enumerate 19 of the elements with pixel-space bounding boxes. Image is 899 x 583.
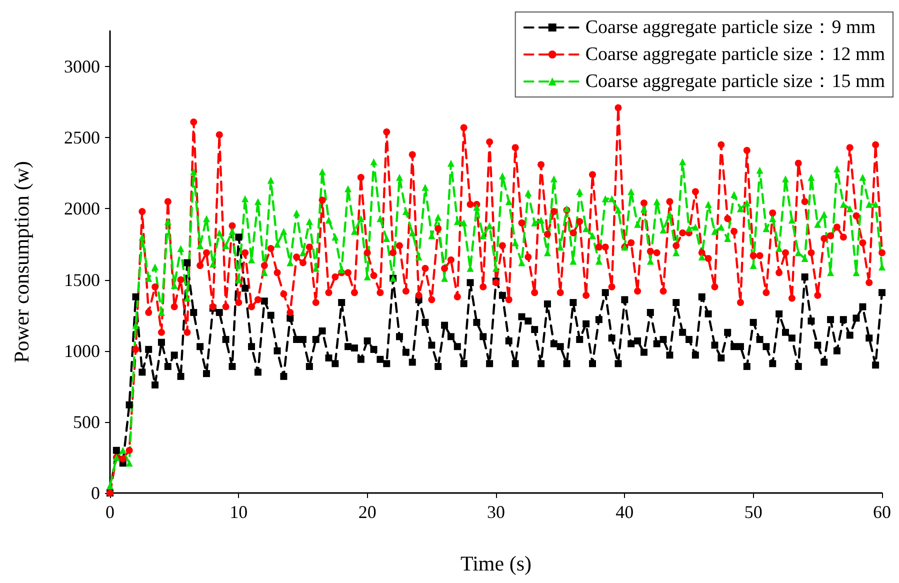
legend-label: Coarse aggregate particle size：9 mm (585, 17, 876, 38)
x-tick-label: 50 (744, 502, 762, 522)
x-tick-label: 10 (230, 502, 248, 522)
x-tick-label: 60 (873, 502, 891, 522)
y-tick-label: 2500 (64, 128, 100, 148)
legend-label: Coarse aggregate particle size：15 mm (585, 71, 886, 92)
y-tick-label: 500 (73, 412, 100, 432)
y-tick-label: 1000 (64, 340, 100, 361)
x-tick-label: 0 (106, 502, 114, 522)
y-tick-label: 1500 (64, 270, 100, 290)
y-tick-label: 0 (91, 483, 100, 503)
y-tick-label: 2000 (64, 198, 100, 219)
x-tick-label: 40 (616, 502, 634, 522)
y-tick-label: 3000 (64, 56, 100, 77)
x-tick-label: 30 (487, 502, 505, 522)
x-axis-title: Time (s) (460, 552, 532, 576)
x-tick-label: 20 (358, 502, 376, 522)
y-axis-title: Power consumption (w) (10, 161, 34, 363)
legend-label: Coarse aggregate particle size：12 mm (585, 44, 886, 65)
